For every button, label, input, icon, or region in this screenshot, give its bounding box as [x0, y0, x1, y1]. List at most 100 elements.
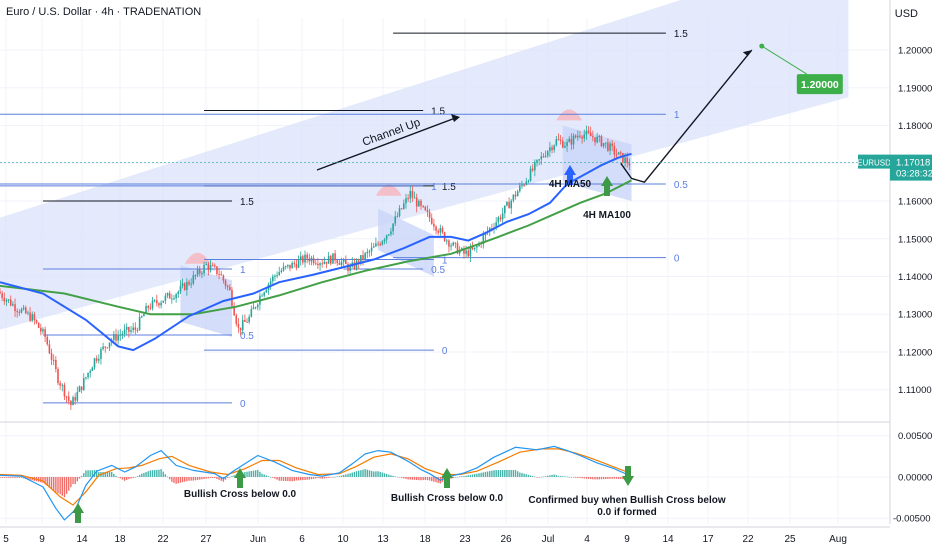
- candle-body: [295, 264, 298, 268]
- macd-hist-bar: [338, 476, 341, 477]
- candle-body: [254, 307, 257, 309]
- macd-hist-bar: [158, 469, 160, 477]
- macd-arrow-2: [234, 468, 246, 488]
- macd-hist-bar: [489, 471, 491, 477]
- fib-label: 1.5: [240, 197, 254, 208]
- price-tick: 1.15000: [898, 234, 932, 245]
- macd-hist-bar: [42, 476, 44, 483]
- macd-hist-bar: [340, 475, 343, 477]
- macd-hist-bar: [388, 474, 390, 477]
- candle-body: [65, 396, 68, 398]
- macd-hist-bar: [370, 470, 373, 477]
- macd-hist-bar: [562, 476, 564, 477]
- macd-hist-bar: [106, 472, 109, 477]
- candle-body: [445, 240, 448, 242]
- candle-body: [24, 307, 27, 314]
- candle-body: [108, 342, 111, 348]
- candle-body: [156, 300, 158, 304]
- fib-label: 1.5: [674, 29, 688, 40]
- macd-hist-bar: [510, 470, 512, 477]
- macd-hist-bar: [205, 476, 207, 479]
- candle-body: [512, 194, 515, 201]
- macd-hist-bar: [113, 473, 115, 477]
- candle-body: [594, 137, 596, 143]
- candle-body: [14, 304, 16, 312]
- candle-body: [546, 151, 549, 156]
- candle-body: [394, 216, 397, 224]
- candle-body: [250, 309, 253, 317]
- candle-body: [604, 142, 607, 144]
- candle-body: [521, 184, 523, 186]
- candle-body: [413, 197, 416, 199]
- fib-label: 0: [674, 254, 680, 265]
- candle-body: [211, 265, 214, 267]
- candle-body: [128, 327, 130, 332]
- ma50-label: 4H MA50: [549, 179, 592, 190]
- candle-body: [531, 168, 534, 171]
- candle-body: [115, 334, 117, 341]
- candle-body: [95, 358, 98, 361]
- macd-hist-bar: [63, 476, 66, 498]
- macd-hist-bar: [362, 469, 364, 477]
- macd-hist-bar: [551, 474, 553, 477]
- macd-hist-bar: [192, 476, 195, 481]
- macd-hist-bar: [177, 476, 179, 484]
- candle-body: [441, 228, 444, 233]
- macd-hist-bar: [293, 476, 295, 481]
- candle-body: [244, 319, 246, 322]
- macd-hist-bar: [525, 474, 527, 477]
- chart-header: Euro / U.S. Dollar · 4h · TRADENATION: [6, 6, 202, 18]
- macd-hist-bar: [332, 476, 334, 478]
- candle-body: [357, 260, 360, 264]
- macd-hist-bar: [156, 469, 158, 477]
- target-label: 1.20000: [801, 79, 839, 91]
- candle-body: [377, 243, 379, 245]
- candle-body: [106, 347, 109, 349]
- candle-body: [91, 367, 94, 371]
- macd-hist-bar: [80, 475, 83, 477]
- candle-body: [287, 264, 289, 267]
- macd-hist-bar: [244, 472, 246, 477]
- candle-body: [501, 213, 504, 220]
- macd-hist-bar: [70, 476, 72, 488]
- candle-body: [140, 316, 143, 318]
- macd-hist-bar: [321, 476, 323, 479]
- macd-hist-bar: [433, 476, 435, 482]
- candle-body: [160, 302, 162, 306]
- candle-body: [619, 152, 622, 154]
- candle-body: [415, 197, 418, 207]
- macd-hist-bar: [600, 476, 603, 480]
- macd-tick: 0.00500: [898, 431, 932, 442]
- macd-arrow-4: [622, 466, 634, 486]
- price-tick: 1.19000: [898, 83, 932, 94]
- macd-hist-bar: [465, 475, 467, 477]
- macd-hist-bar: [222, 476, 225, 482]
- candle-body: [61, 384, 64, 386]
- candle-body: [349, 266, 351, 271]
- macd-hist-bar: [78, 476, 81, 479]
- macd-hist-bar: [390, 475, 392, 477]
- candle-body: [566, 142, 568, 147]
- candle-body: [596, 136, 598, 143]
- projection-path: [620, 49, 753, 184]
- candle-body: [424, 206, 427, 211]
- candle-body: [121, 333, 124, 335]
- candle-body: [370, 247, 373, 252]
- candle-body: [362, 255, 364, 260]
- candle-body: [224, 280, 227, 286]
- candle-body: [171, 298, 173, 300]
- macd-hist-bar: [474, 474, 476, 477]
- macd-hist-bar: [164, 474, 167, 477]
- candle-body: [334, 253, 336, 261]
- macd-hist-bar: [336, 476, 338, 478]
- time-tick: 10: [337, 534, 349, 545]
- macd-hist-bar: [300, 476, 302, 481]
- candle-body: [149, 307, 152, 309]
- macd-hist-bar: [542, 476, 545, 478]
- macd-hist-bar: [46, 476, 48, 486]
- candle-body: [87, 372, 89, 378]
- ma100-line: [0, 179, 632, 316]
- candle-body: [628, 163, 631, 166]
- time-tick: 25: [784, 534, 796, 545]
- macd-hist-bar: [377, 471, 379, 477]
